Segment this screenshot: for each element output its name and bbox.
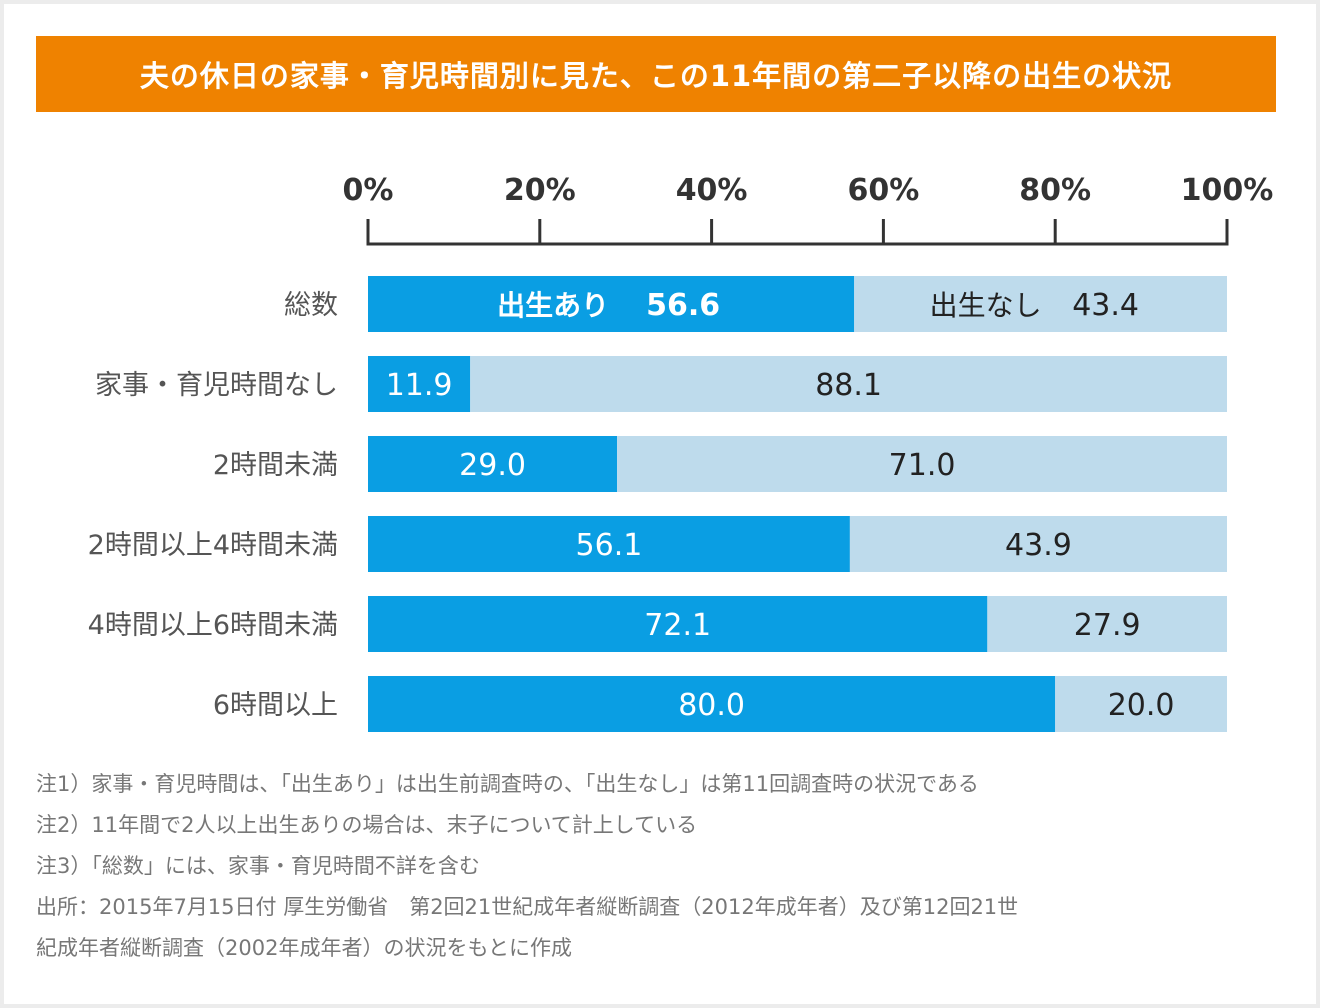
data-label-no-birth: 88.1 <box>815 368 882 403</box>
source-note-line-1: 出所：2015年7月15日付 厚生労働省 第2回21世紀成年者縦断調査（2012… <box>36 895 1019 919</box>
x-tick-label: 100% <box>1181 173 1274 208</box>
x-tick-label: 0% <box>343 173 394 208</box>
footnote-3: 注3）「総数」には、家事・育児時間不詳を含む <box>36 854 480 878</box>
footnote-2: 注2）11年間で2人以上出生ありの場合は、末子について計上している <box>36 813 698 837</box>
bar-no-birth <box>470 356 1227 412</box>
category-label: 総数 <box>284 290 338 321</box>
series-label-birth: 出生あり <box>497 289 609 322</box>
x-tick-label: 80% <box>1019 173 1091 208</box>
source-note-line-2: 紀成年者縦断調査（2002年成年者）の状況をもとに作成 <box>36 936 573 960</box>
series-label-no-birth: 出生なし <box>930 289 1042 322</box>
data-label-birth: 29.0 <box>459 448 526 483</box>
footnotes: 注1）家事・育児時間は、「出生あり」は出生前調査時の、「出生なし」は第11回調査… <box>36 764 1281 969</box>
footnote-1: 注1）家事・育児時間は、「出生あり」は出生前調査時の、「出生なし」は第11回調査… <box>36 772 979 796</box>
bar-birth <box>368 436 618 492</box>
chart-title: 夫の休日の家事・育児時間別に見た、この11年間の第二子以降の出生の状況 <box>139 59 1173 93</box>
bar-birth <box>368 676 1056 732</box>
data-label-birth: 11.9 <box>386 368 453 403</box>
data-label-no-birth: 43.9 <box>1005 528 1072 563</box>
category-label: 6時間以上 <box>213 690 338 721</box>
data-label-birth: 80.0 <box>678 688 745 723</box>
data-label-no-birth: 20.0 <box>1108 688 1175 723</box>
category-label: 家事・育児時間なし <box>95 370 338 401</box>
stacked-bar-chart: 0% 20% 40% 60% 80% 100% 総数 出生あり 56.6 出生なし 43.4 家事・育… <box>88 173 1274 732</box>
data-label-birth: 56.1 <box>576 528 643 563</box>
data-label-no-birth: 43.4 <box>1072 288 1139 323</box>
data-label-no-birth: 71.0 <box>889 448 956 483</box>
category-label: 2時間以上4時間未満 <box>88 530 338 561</box>
x-tick-label: 20% <box>504 173 576 208</box>
x-tick-label: 60% <box>847 173 919 208</box>
bar-no-birth <box>1055 676 1227 732</box>
data-label-no-birth: 27.9 <box>1074 608 1141 643</box>
bar-birth <box>368 516 850 572</box>
data-label-birth: 56.6 <box>646 288 720 323</box>
bar-no-birth <box>849 516 1227 572</box>
chart-title-banner: 夫の休日の家事・育児時間別に見た、この11年間の第二子以降の出生の状況 <box>36 36 1276 112</box>
data-label-birth: 72.1 <box>644 608 711 643</box>
category-label: 2時間未満 <box>213 450 338 481</box>
bar-birth <box>368 596 988 652</box>
bar-birth <box>368 276 855 332</box>
bar-no-birth <box>854 276 1227 332</box>
category-label: 4時間以上6時間未満 <box>88 610 338 641</box>
bar-no-birth <box>617 436 1227 492</box>
chart-card <box>4 4 1316 1004</box>
x-tick-label: 40% <box>676 173 748 208</box>
bar-birth <box>368 356 471 412</box>
bar-no-birth <box>987 596 1227 652</box>
